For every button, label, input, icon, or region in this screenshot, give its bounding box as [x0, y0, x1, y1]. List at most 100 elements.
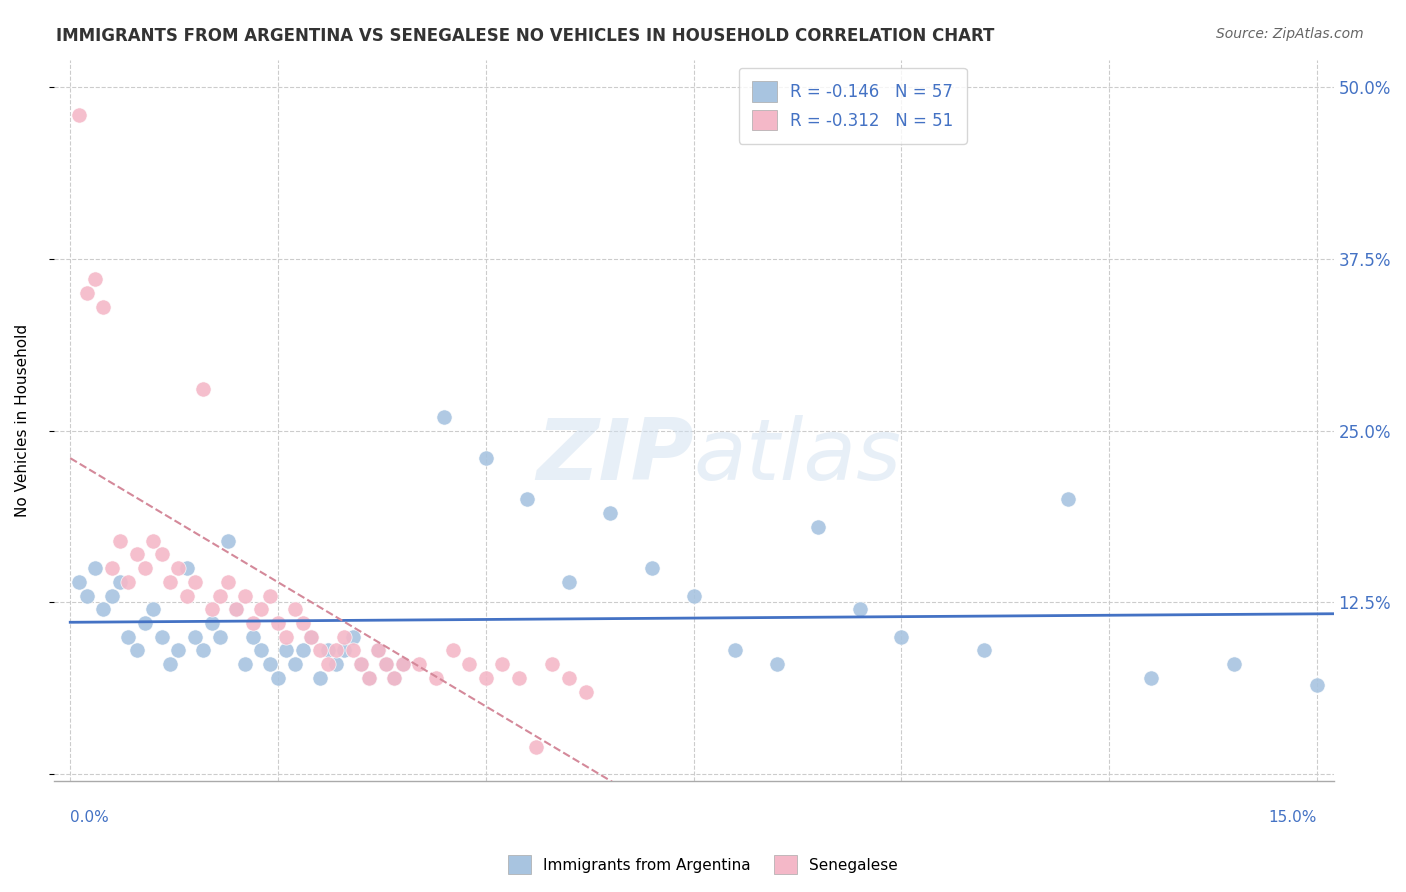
Point [458, 657, 481, 672]
Point [250, 602, 273, 616]
Point [524, 739, 547, 754]
Point [433, 409, 456, 424]
Point [408, 657, 430, 672]
Point [193, 383, 215, 397]
Point [516, 492, 538, 507]
Point [250, 643, 273, 657]
Point [84, 561, 107, 575]
Point [84, 272, 107, 286]
Point [849, 602, 872, 616]
Point [93, 300, 115, 314]
Point [217, 574, 239, 589]
Point [217, 533, 239, 548]
Point [342, 643, 364, 657]
Point [574, 684, 596, 698]
Legend: R = -0.146   N = 57, R = -0.312   N = 51: R = -0.146 N = 57, R = -0.312 N = 51 [738, 68, 967, 144]
Point [724, 643, 747, 657]
Point [890, 630, 912, 644]
Point [475, 451, 498, 466]
Point [242, 630, 264, 644]
Point [299, 630, 322, 644]
Point [599, 506, 621, 520]
Point [125, 643, 148, 657]
Point [359, 671, 381, 685]
Point [558, 671, 581, 685]
Text: 0.0%: 0.0% [70, 810, 110, 825]
Point [475, 671, 498, 685]
Point [367, 643, 389, 657]
Point [1056, 492, 1078, 507]
Point [641, 561, 664, 575]
Point [1139, 671, 1161, 685]
Point [125, 547, 148, 561]
Point [308, 643, 330, 657]
Point [208, 589, 231, 603]
Point [150, 630, 173, 644]
Point [284, 602, 307, 616]
Point [225, 602, 247, 616]
Point [76, 589, 98, 603]
Point [67, 574, 90, 589]
Point [359, 671, 381, 685]
Text: IMMIGRANTS FROM ARGENTINA VS SENEGALESE NO VEHICLES IN HOUSEHOLD CORRELATION CHA: IMMIGRANTS FROM ARGENTINA VS SENEGALESE … [56, 27, 994, 45]
Point [184, 630, 207, 644]
Point [200, 615, 222, 630]
Point [176, 561, 198, 575]
Point [117, 574, 139, 589]
Text: ZIP: ZIP [536, 415, 693, 498]
Point [233, 589, 256, 603]
Point [973, 643, 995, 657]
Point [325, 643, 347, 657]
Point [259, 657, 281, 672]
Point [333, 643, 356, 657]
Point [167, 561, 190, 575]
Point [225, 602, 247, 616]
Point [150, 547, 173, 561]
Point [101, 589, 124, 603]
Point [108, 574, 131, 589]
Point [316, 657, 339, 672]
Point [807, 520, 830, 534]
Point [176, 589, 198, 603]
Point [508, 671, 530, 685]
Point [682, 589, 704, 603]
Point [76, 286, 98, 301]
Point [108, 533, 131, 548]
Point [159, 657, 181, 672]
Point [291, 643, 314, 657]
Point [491, 657, 513, 672]
Point [159, 574, 181, 589]
Text: 15.0%: 15.0% [1268, 810, 1317, 825]
Point [233, 657, 256, 672]
Y-axis label: No Vehicles in Household: No Vehicles in Household [15, 324, 30, 516]
Point [333, 630, 356, 644]
Point [142, 533, 165, 548]
Text: atlas: atlas [693, 415, 901, 498]
Point [93, 602, 115, 616]
Point [350, 657, 373, 672]
Point [276, 630, 298, 644]
Point [259, 589, 281, 603]
Text: Source: ZipAtlas.com: Source: ZipAtlas.com [1216, 27, 1364, 41]
Point [242, 615, 264, 630]
Point [316, 643, 339, 657]
Point [299, 630, 322, 644]
Point [67, 107, 90, 121]
Point [350, 657, 373, 672]
Point [382, 671, 405, 685]
Point [425, 671, 447, 685]
Point [391, 657, 413, 672]
Point [117, 630, 139, 644]
Point [200, 602, 222, 616]
Point [267, 671, 290, 685]
Point [441, 643, 464, 657]
Point [367, 643, 389, 657]
Point [1306, 678, 1329, 692]
Point [375, 657, 398, 672]
Point [284, 657, 307, 672]
Point [193, 643, 215, 657]
Point [291, 615, 314, 630]
Point [134, 615, 156, 630]
Point [558, 574, 581, 589]
Point [142, 602, 165, 616]
